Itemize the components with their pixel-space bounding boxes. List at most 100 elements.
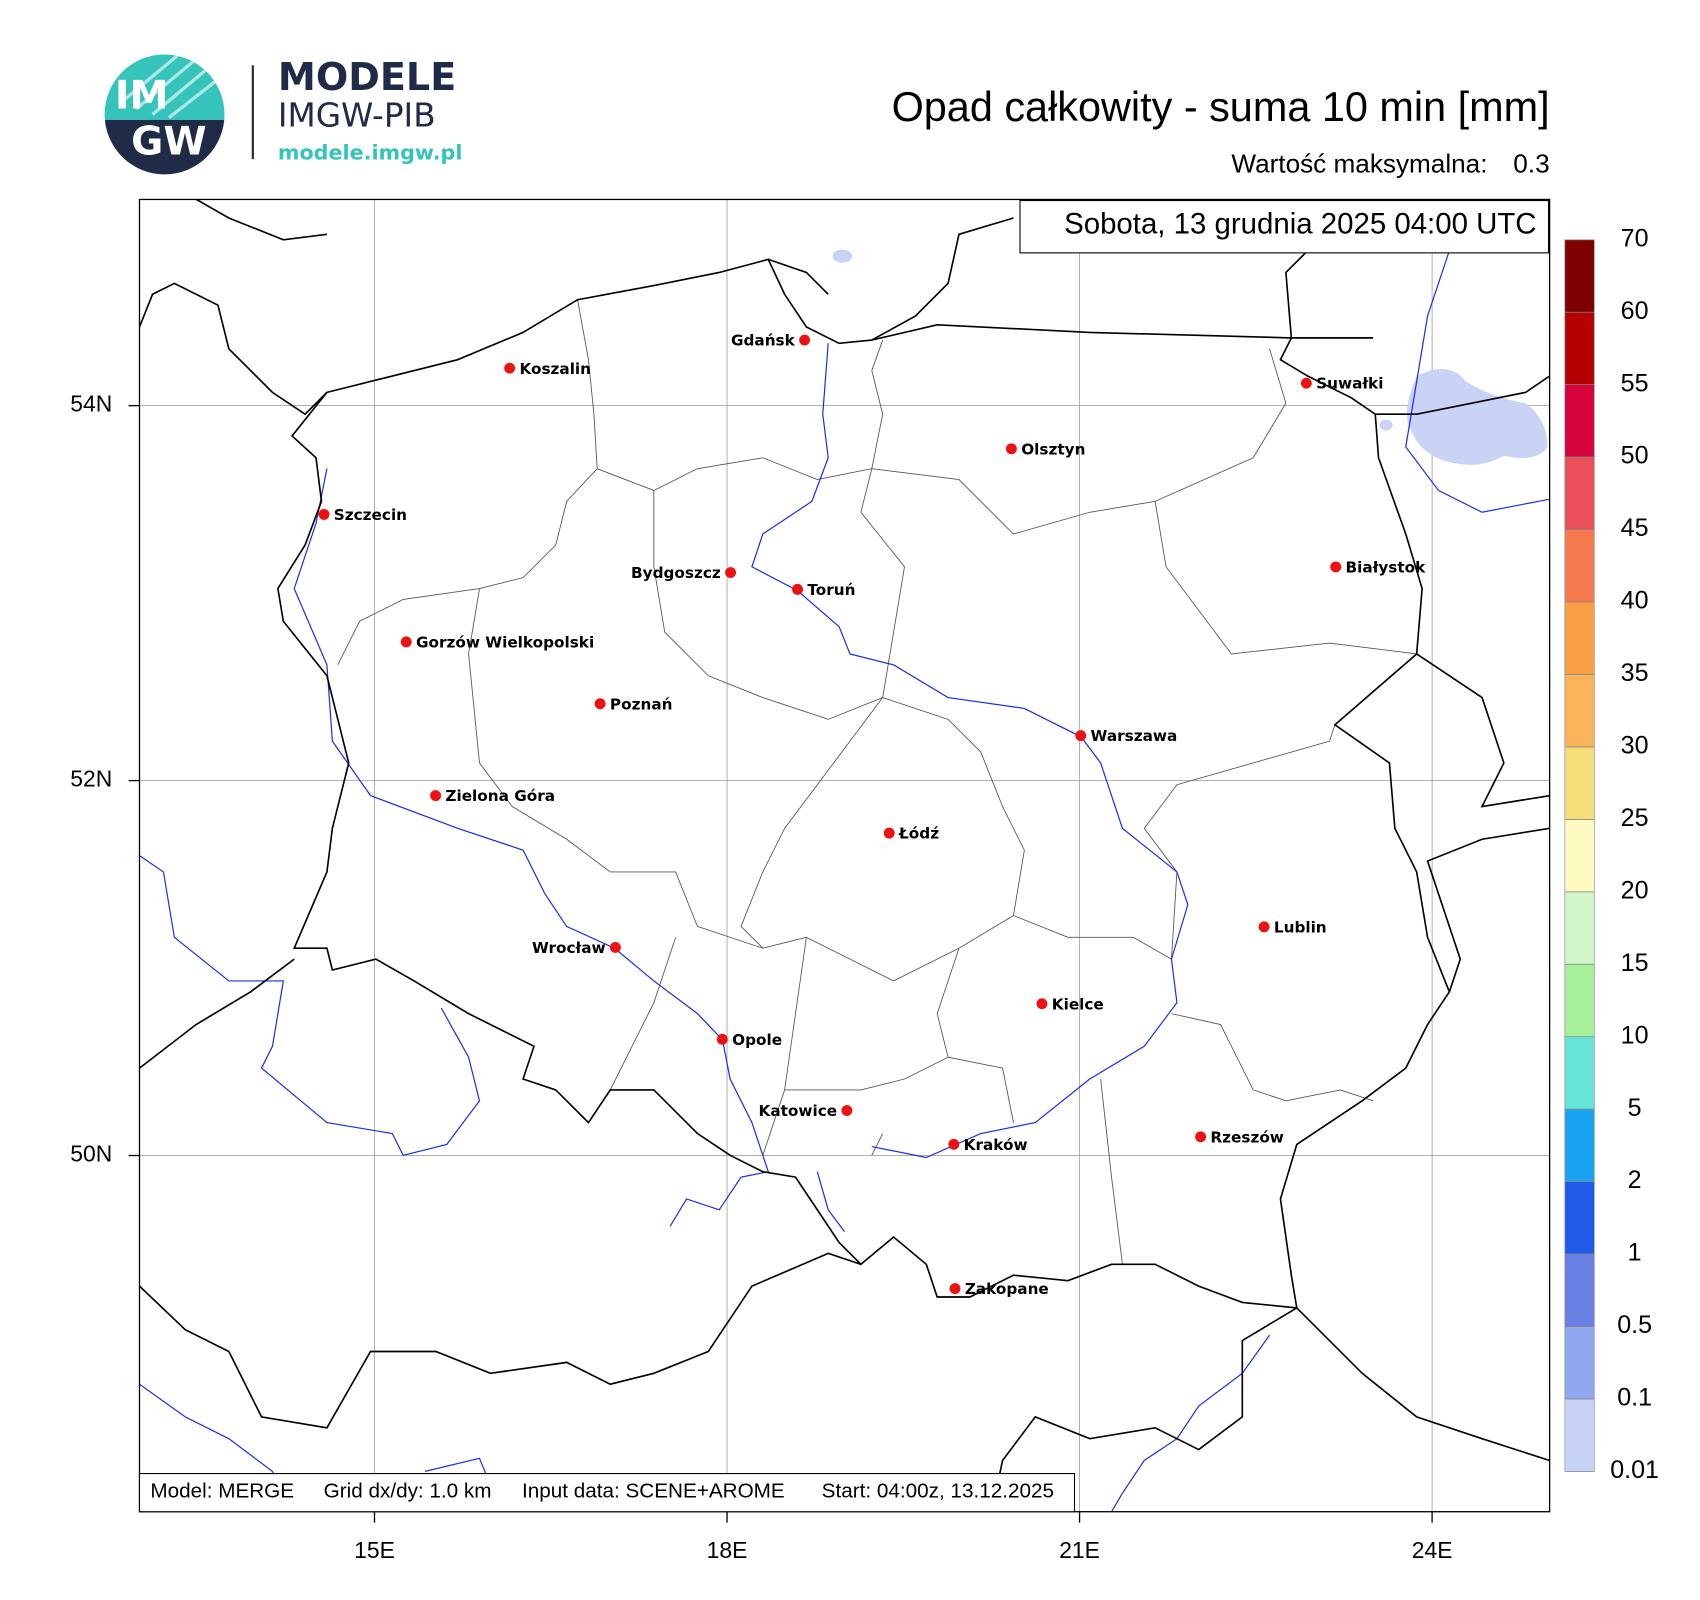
poland-border: [277, 258, 1451, 1309]
coast: [768, 217, 1014, 341]
city-marker: [1330, 561, 1342, 573]
city-label: Gorzów Wielkopolski: [416, 633, 594, 651]
city-label: Warszawa: [1091, 727, 1178, 745]
city-marker: [594, 698, 606, 710]
colorbar-box: [1564, 311, 1595, 386]
city-label: Wrocław: [532, 939, 606, 957]
x-tick-label: 21E: [1059, 1537, 1100, 1563]
colorbar-label: 40: [1621, 587, 1649, 615]
info-model: Model: MERGE: [150, 1480, 294, 1503]
colorbar-label: 15: [1621, 949, 1649, 977]
logo-mark-top: IM: [115, 74, 169, 119]
city-label: Białystok: [1346, 558, 1427, 576]
precipitation: [832, 249, 1548, 465]
info-box: [138, 1473, 1076, 1513]
colorbar-box: [1564, 1181, 1595, 1255]
colorbar-label: 55: [1621, 369, 1649, 397]
admin-border: [1171, 1013, 1374, 1102]
colorbar-label: 0.5: [1617, 1311, 1652, 1339]
axes: 15E 18E 21E 24E 50N 52N 54N: [70, 391, 1452, 1563]
borders: [139, 199, 1550, 1512]
max-label: Wartość maksymalna:: [1231, 149, 1487, 179]
colorbar-box: [1564, 1253, 1595, 1327]
border: [990, 1307, 1550, 1512]
map-background: [139, 199, 1550, 1512]
city-marker: [949, 1283, 961, 1295]
city-label: Bydgoszcz: [631, 564, 721, 582]
city-label: Kraków: [964, 1136, 1028, 1154]
colorbar-box: [1564, 963, 1595, 1038]
city-label: Lublin: [1274, 918, 1327, 936]
colorbar-box: [1564, 601, 1595, 675]
x-tick-label: 18E: [707, 1537, 748, 1563]
info-grid: Grid dx/dy: 1.0 km: [324, 1480, 492, 1503]
logo-org: IMGW-PIB: [278, 97, 436, 135]
city-label: Suwałki: [1316, 375, 1383, 393]
colorbar-label: 5: [1628, 1094, 1642, 1122]
colorbar-label: 60: [1621, 297, 1649, 325]
y-tick-label: 54N: [70, 391, 112, 417]
city-label: Koszalin: [519, 360, 591, 378]
city-label: Szczecin: [334, 506, 407, 524]
city-label: Poznań: [610, 695, 673, 713]
colorbar-label: 0.1: [1617, 1384, 1652, 1412]
city-marker: [1036, 998, 1048, 1010]
logo: IM GW MODELE IMGW-PIB modele.imgw.pl: [104, 54, 462, 175]
city-marker: [1075, 730, 1087, 742]
city-label: Łódź: [898, 825, 939, 843]
x-tick-label: 15E: [354, 1537, 395, 1563]
y-tick-label: 52N: [70, 766, 112, 792]
city-label: Toruń: [807, 581, 855, 599]
colorbar-box: [1564, 456, 1595, 530]
city-marker: [799, 334, 811, 346]
admin-border: [468, 588, 807, 949]
colorbar-label: 10: [1621, 1021, 1649, 1049]
colorbar-label: 0.01: [1610, 1456, 1659, 1484]
city-marker: [400, 636, 412, 648]
admin-borders: [337, 299, 1417, 1265]
river: [139, 855, 481, 1157]
colorbar-box: [1564, 674, 1595, 748]
colorbar-label: 30: [1621, 732, 1649, 760]
cities: Gdańsk Koszalin Suwałki Olsztyn Szczecin Biał…: [318, 332, 1427, 1298]
city-label: Olsztyn: [1021, 440, 1085, 458]
city-marker: [430, 790, 442, 802]
city-marker: [1195, 1131, 1207, 1143]
city-label: Zielona Góra: [445, 787, 555, 805]
precip-area: [832, 249, 853, 263]
city-marker: [725, 567, 737, 578]
border: [1285, 250, 1550, 415]
admin-border: [1154, 501, 1417, 655]
admin-border: [871, 348, 1287, 535]
city-marker: [609, 941, 621, 953]
colorbar-box: [1564, 1108, 1595, 1182]
city-label: Opole: [732, 1031, 782, 1049]
city-marker: [841, 1105, 853, 1116]
max-value: 0.3: [1513, 149, 1549, 179]
colorbar-box: [1564, 384, 1595, 458]
colorbar-label: 45: [1621, 514, 1649, 542]
admin-border: [337, 299, 598, 666]
y-tick-label: 50N: [70, 1141, 112, 1167]
coast: [139, 199, 328, 416]
colorbar-box: [1564, 891, 1595, 965]
city-marker: [1005, 443, 1017, 455]
colorbar-label: 2: [1628, 1166, 1642, 1194]
colorbar-box: [1564, 1036, 1595, 1110]
admin-border: [1143, 724, 1336, 960]
precip-area: [1379, 419, 1393, 431]
colorbar-label: 1: [1628, 1239, 1642, 1267]
city-marker: [1300, 377, 1312, 389]
colorbar-box: [1564, 529, 1595, 603]
river: [1405, 250, 1550, 513]
city-label: Gdańsk: [731, 332, 796, 350]
colorbar-box: [1564, 1326, 1595, 1400]
info-input: Input data: SCENE+AROME: [522, 1480, 785, 1503]
border: [1416, 653, 1550, 993]
colorbar-box: [1564, 819, 1595, 893]
admin-border: [597, 339, 884, 491]
city-marker: [1258, 921, 1270, 933]
